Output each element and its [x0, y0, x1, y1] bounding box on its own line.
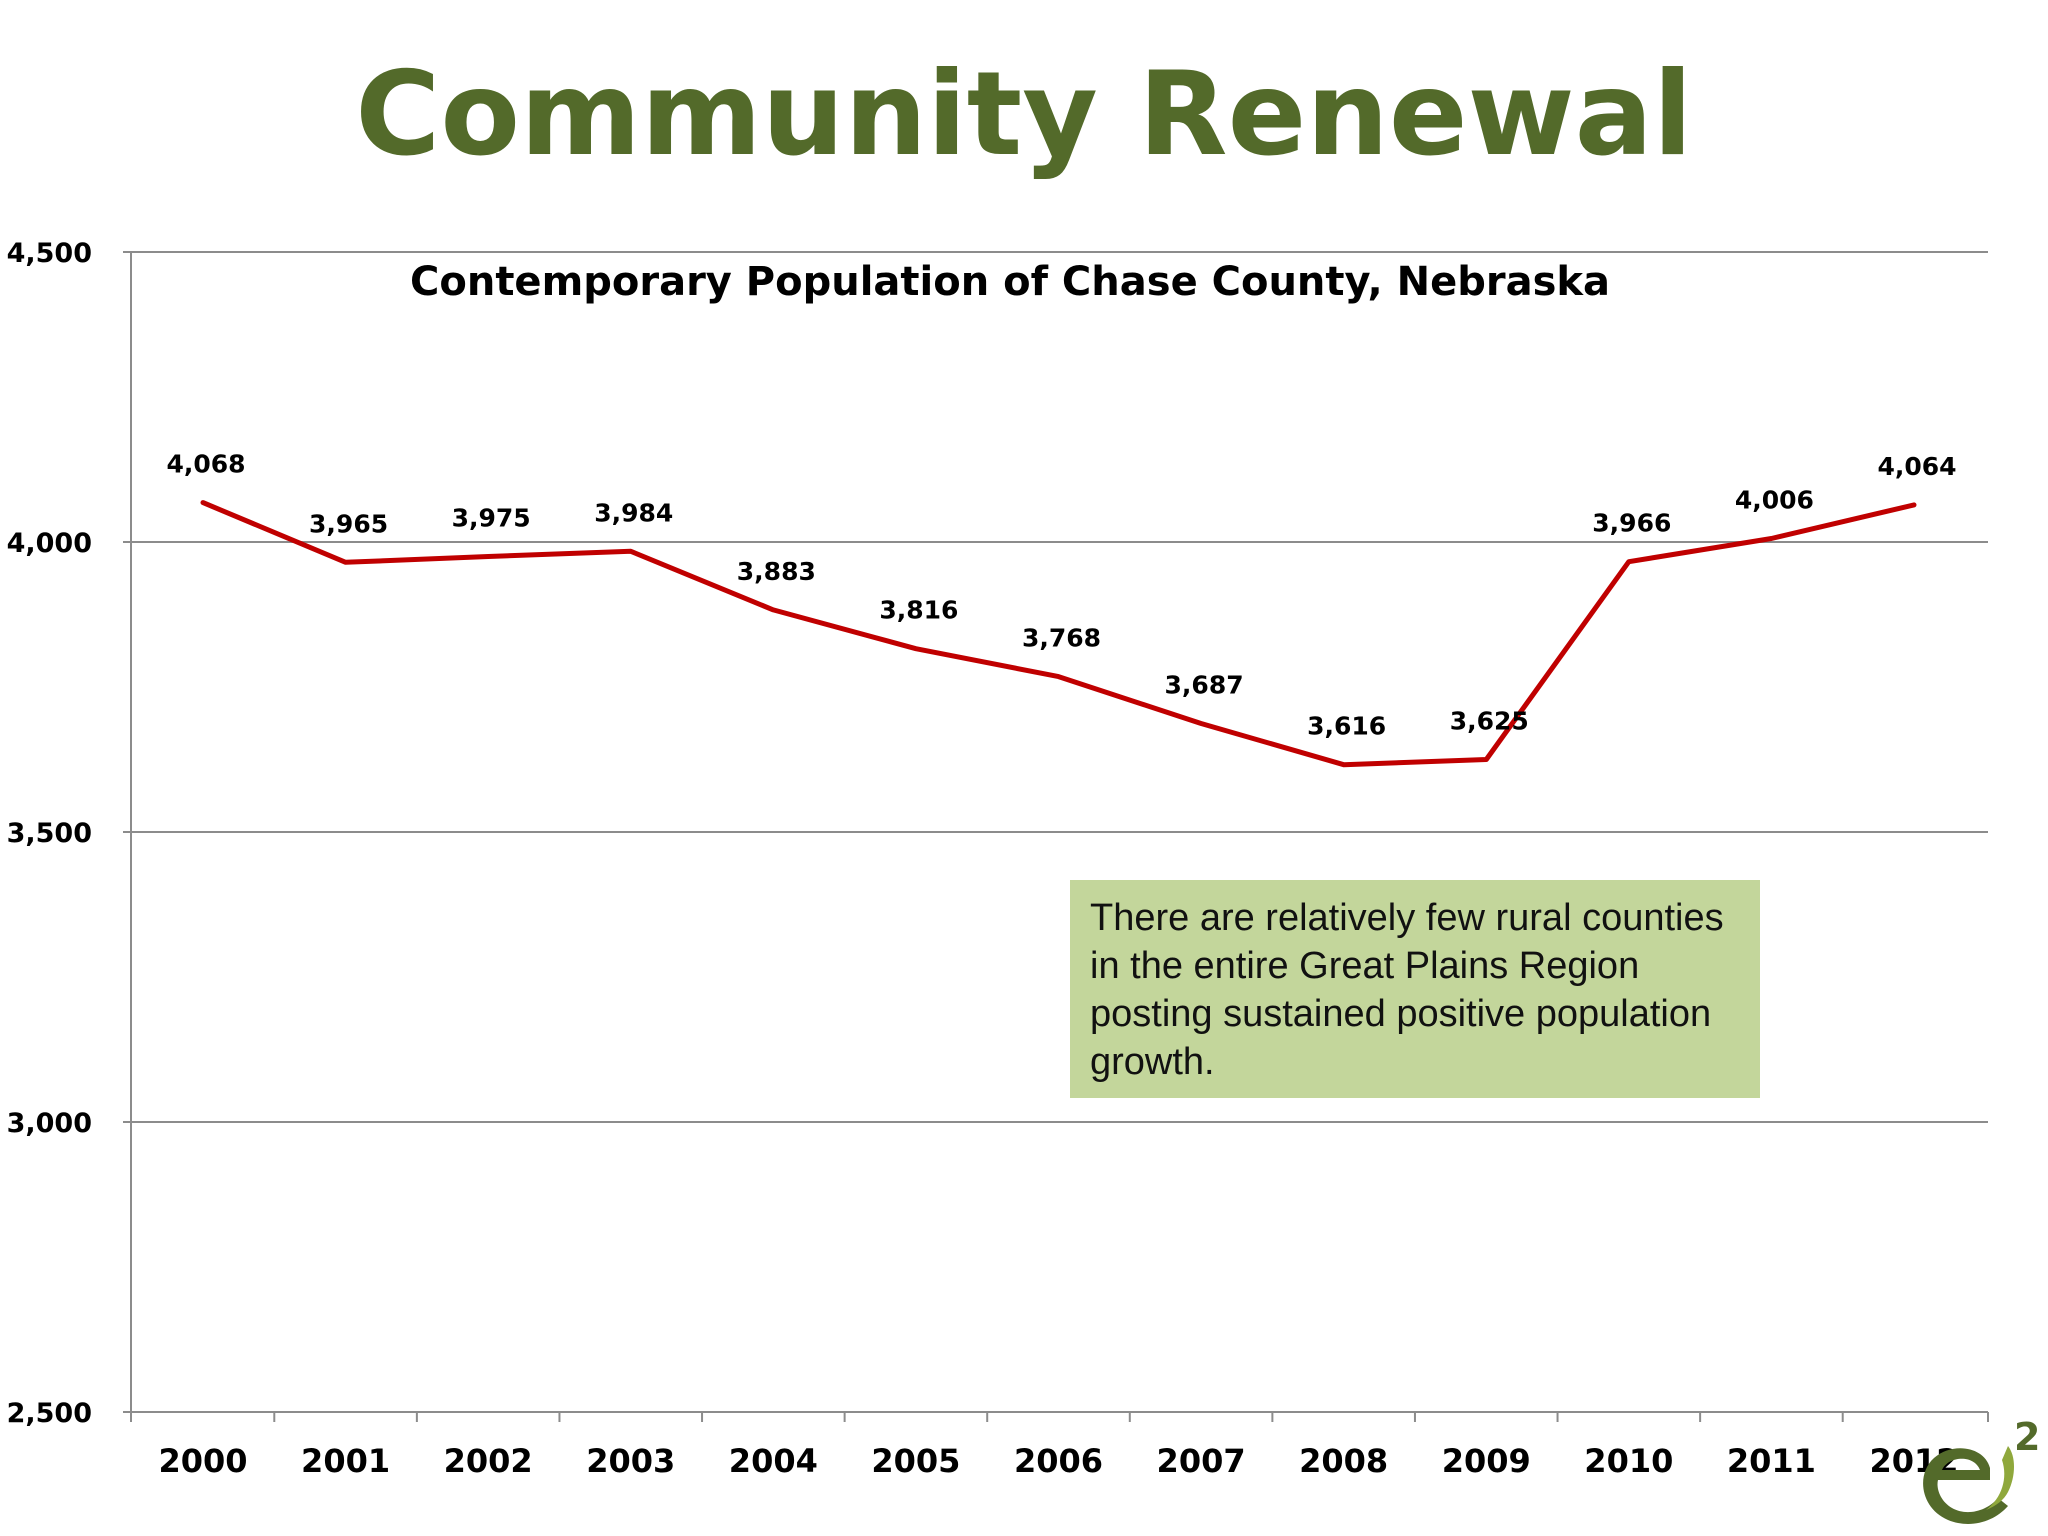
y-tick-label: 2,500	[7, 1398, 92, 1429]
series-layer	[200, 500, 1917, 768]
x-tick-label: 2001	[301, 1442, 390, 1480]
x-tick-label: 2007	[1157, 1442, 1246, 1480]
slide-title: Community Renewal	[355, 47, 1693, 182]
y-tick-label: 4,500	[7, 238, 92, 269]
data-label: 3,966	[1592, 509, 1671, 538]
y-axis-tick-labels: 4,500 4,000 3,500 3,000 2,500	[7, 238, 92, 1429]
x-tick-label: 2003	[586, 1442, 675, 1480]
logo-superscript: 2	[2014, 1416, 2040, 1459]
x-tick-label: 2009	[1442, 1442, 1531, 1480]
data-label: 3,768	[1022, 624, 1101, 653]
data-label: 4,068	[166, 450, 245, 479]
axes	[123, 251, 1989, 1422]
data-label: 4,064	[1877, 452, 1956, 481]
x-tick-label: 2002	[444, 1442, 533, 1480]
data-label: 3,687	[1165, 671, 1244, 700]
data-label: 3,965	[309, 509, 388, 538]
data-label: 3,975	[452, 504, 531, 533]
y-tick-label: 4,000	[7, 528, 92, 559]
population-series-line	[200, 500, 1917, 768]
data-label: 3,616	[1307, 712, 1386, 741]
x-tick-label: 2004	[729, 1442, 818, 1480]
data-label: 4,006	[1735, 486, 1814, 515]
x-tick-label: 2011	[1727, 1442, 1816, 1480]
callout-note: There are relatively few rural counties …	[1070, 880, 1760, 1098]
data-label: 3,883	[737, 557, 816, 586]
data-labels: 4,068 3,965 3,975 3,984 3,883 3,816 3,768 3,687…	[166, 450, 1956, 741]
x-tick-label: 2006	[1014, 1442, 1103, 1480]
data-label: 3,816	[879, 596, 958, 625]
x-tick-label: 2000	[158, 1442, 247, 1480]
x-axis-tick-labels: 2000 2001 2002 2003 2004 2005 2006 2007 2008 2009…	[158, 1442, 1958, 1480]
chart-title: Contemporary Population of Chase County,…	[410, 259, 1610, 305]
e2-logo: 2	[1912, 1415, 2048, 1536]
e2-logo-mark: 2	[1923, 1415, 2040, 1524]
gridlines	[131, 251, 1988, 1123]
x-tick-label: 2010	[1584, 1442, 1673, 1480]
x-tick-label: 2005	[871, 1442, 960, 1480]
data-label: 3,984	[594, 498, 673, 527]
y-tick-label: 3,500	[7, 818, 92, 849]
x-tick-label: 2008	[1299, 1442, 1388, 1480]
y-tick-label: 3,000	[7, 1108, 92, 1139]
data-label: 3,625	[1450, 707, 1529, 736]
